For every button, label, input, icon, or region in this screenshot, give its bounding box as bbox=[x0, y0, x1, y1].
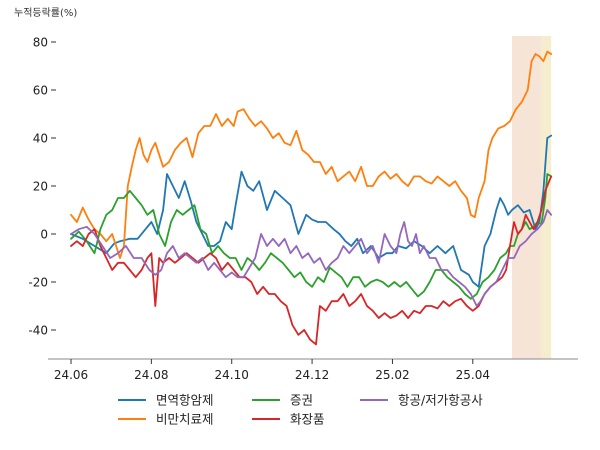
legend-label: 화장품 bbox=[290, 412, 325, 427]
legend-label: 비만치료제 bbox=[156, 412, 214, 427]
series-line-4 bbox=[70, 209, 553, 307]
highlight-band-0 bbox=[512, 36, 542, 359]
y-tick-label: 60 bbox=[33, 84, 48, 98]
x-tick-label: 24.06 bbox=[54, 368, 88, 382]
legend-item-2: 증권 bbox=[252, 393, 313, 408]
legend-item-3: 화장품 bbox=[252, 412, 325, 427]
series-group bbox=[70, 50, 553, 346]
x-tick-label: 24.10 bbox=[215, 368, 249, 382]
x-tick-label: 25.04 bbox=[456, 368, 490, 382]
y-axis-label: 누적등락률(%) bbox=[14, 7, 77, 19]
y-tick-label: -40 bbox=[28, 324, 48, 338]
series-line-0 bbox=[70, 134, 553, 288]
legend-item-1: 비만치료제 bbox=[118, 412, 214, 427]
highlight-bands bbox=[512, 36, 552, 359]
y-tick-label: 0 bbox=[40, 228, 48, 242]
x-tick-label: 24.12 bbox=[295, 368, 329, 382]
axes: -40 -20 0 20 40 60 80 24.06 24.08 24.10 24.12 25.02… bbox=[28, 36, 578, 382]
legend-item-0: 면역항암제 bbox=[118, 393, 214, 408]
x-tick-label: 25.02 bbox=[375, 368, 409, 382]
legend-label: 항공/저가항공사 bbox=[398, 393, 483, 408]
x-tick-label: 24.08 bbox=[134, 368, 168, 382]
y-tick-label: 40 bbox=[33, 132, 48, 146]
series-line-2 bbox=[70, 173, 553, 300]
y-tick-label: 20 bbox=[33, 180, 48, 194]
y-tick-label: -20 bbox=[28, 276, 48, 290]
legend-item-4: 항공/저가항공사 bbox=[360, 393, 483, 408]
highlight-band-1 bbox=[541, 36, 552, 359]
y-tick-label: 80 bbox=[33, 36, 48, 50]
legend-label: 면역항암제 bbox=[156, 393, 214, 408]
series-line-1 bbox=[70, 50, 553, 259]
legend-label: 증권 bbox=[290, 393, 313, 408]
